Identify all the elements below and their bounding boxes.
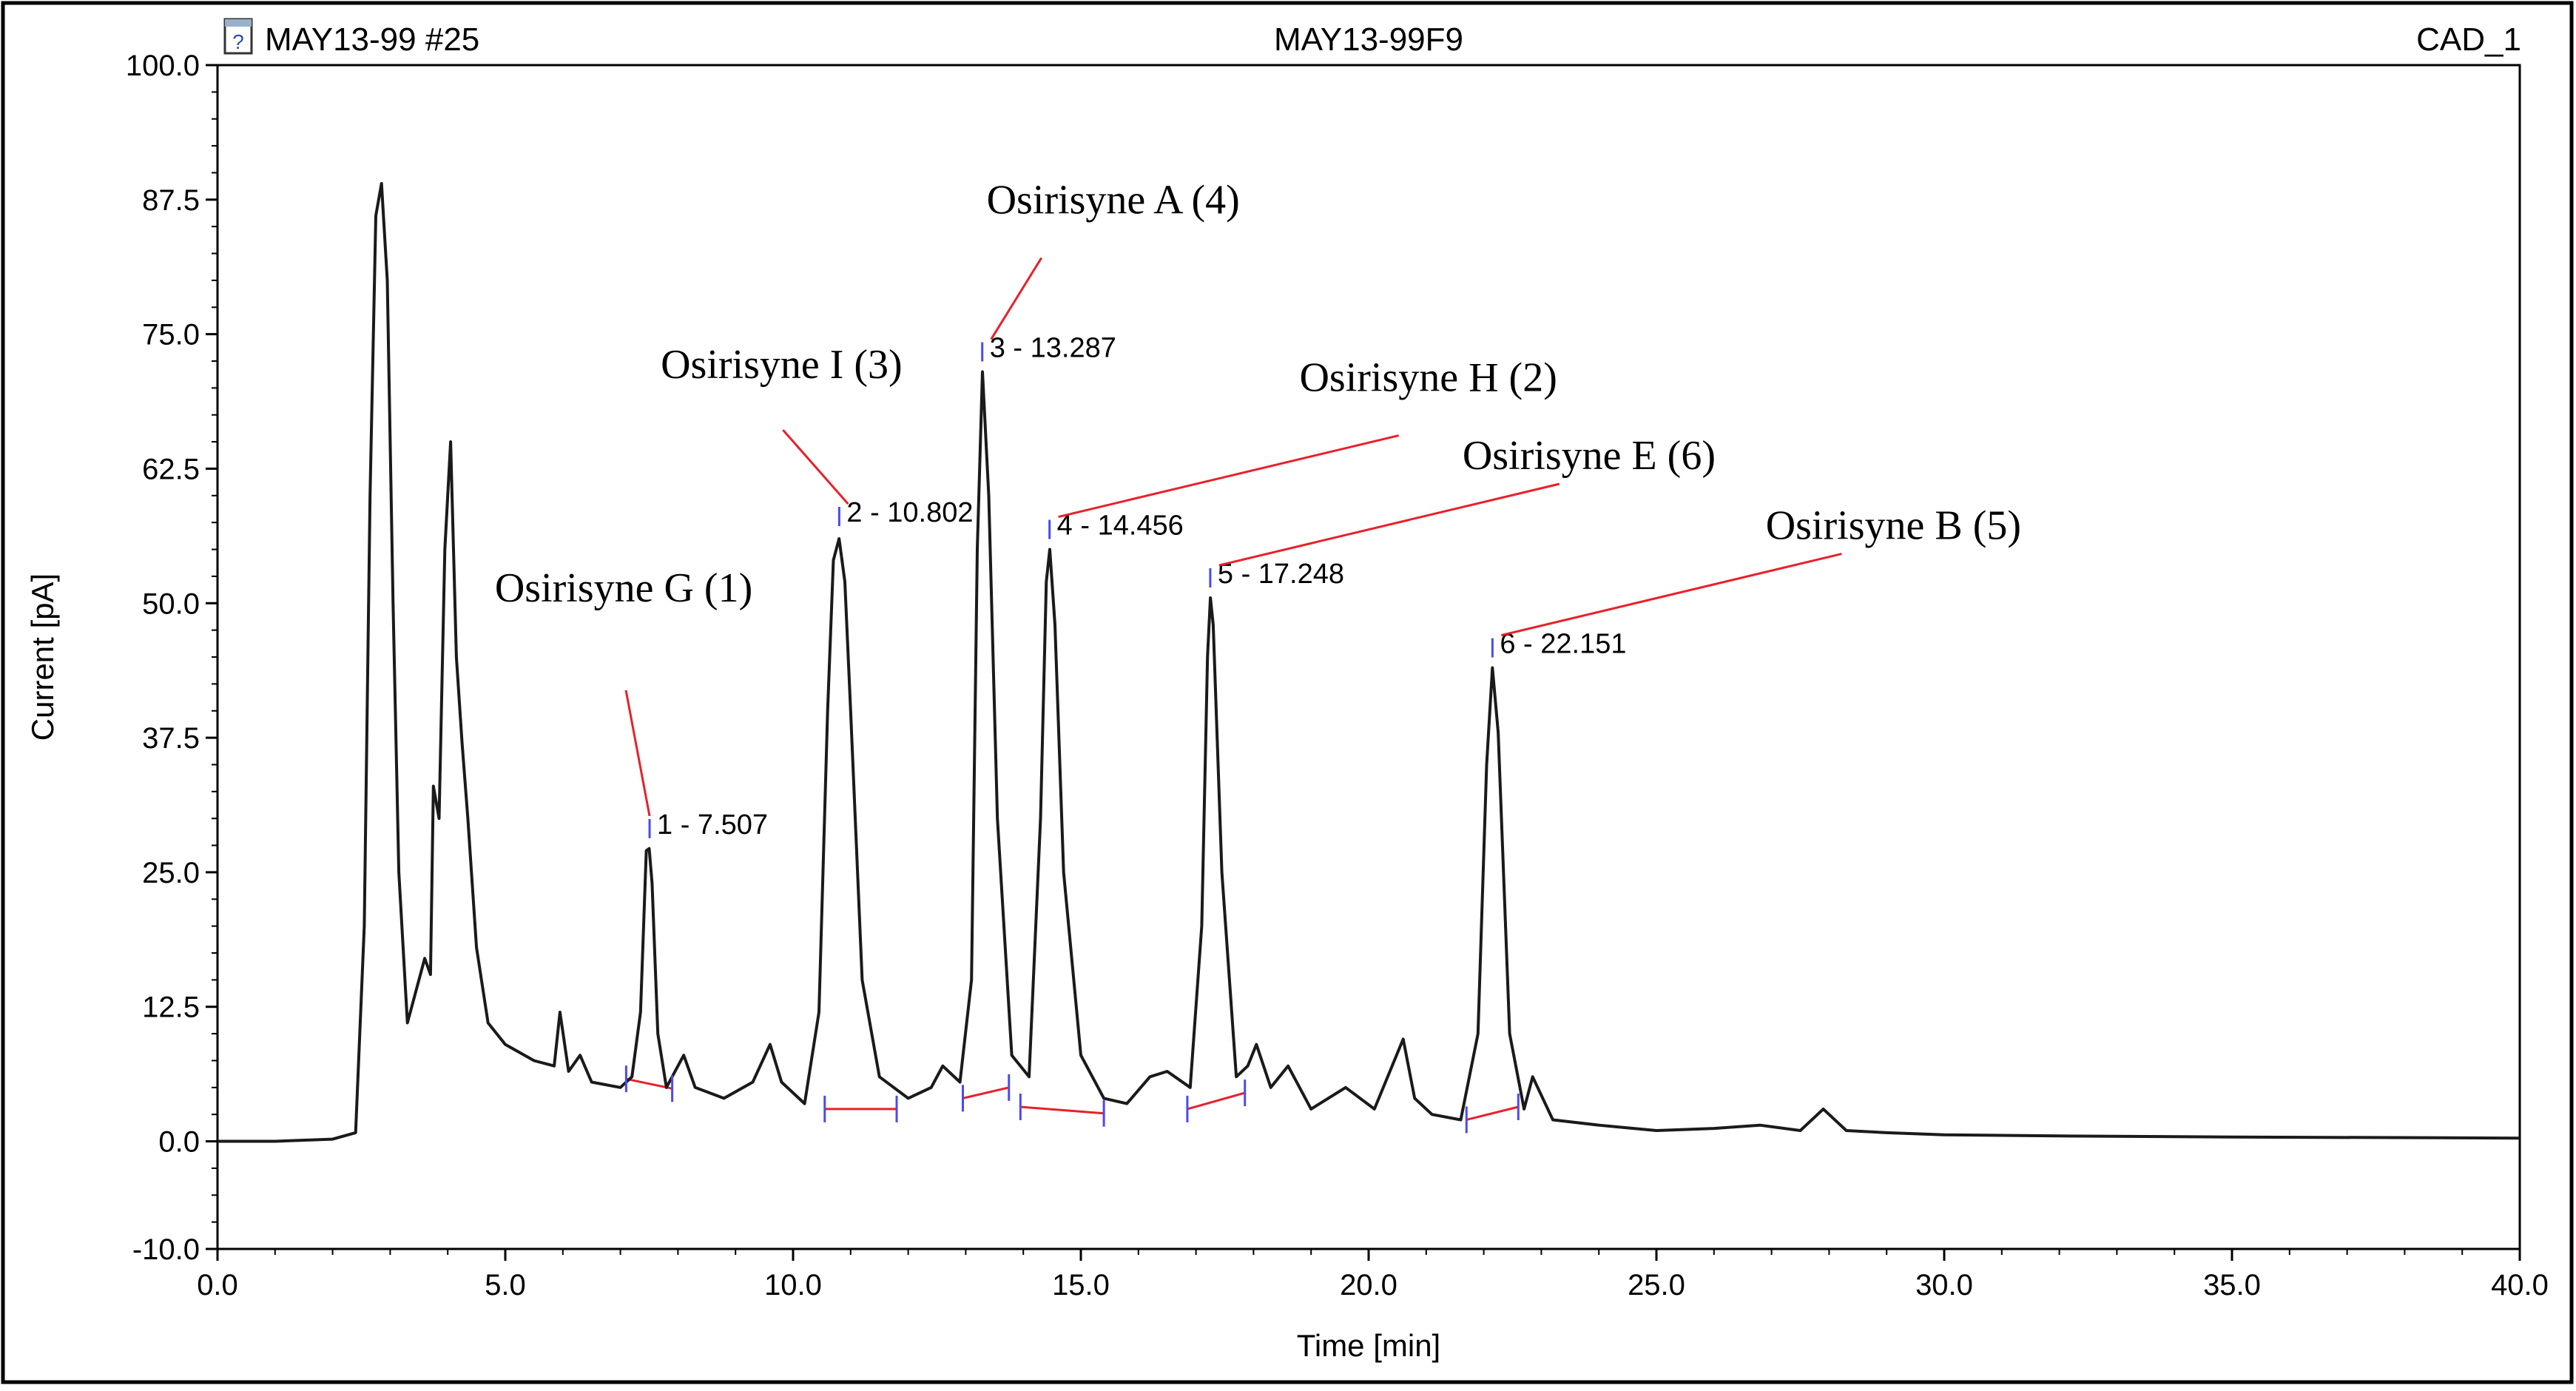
header-channel-name: CAD_1 <box>2416 21 2521 58</box>
axes-group: -10.00.012.525.037.550.062.575.087.5100.… <box>126 50 2549 1301</box>
peak-baseline <box>626 1077 672 1090</box>
y-tick-label: 0.0 <box>158 1126 200 1159</box>
peak-label: 2 - 10.802 <box>846 497 973 528</box>
x-tick-label: 40.0 <box>2491 1269 2549 1301</box>
callout-leader-line <box>1058 434 1400 519</box>
peak-label: 4 - 14.456 <box>1057 511 1184 542</box>
x-tick-label: 5.0 <box>485 1269 526 1301</box>
y-tick-label: 62.5 <box>142 453 200 485</box>
y-tick-label: 50.0 <box>142 587 200 620</box>
y-tick-label: 37.5 <box>142 722 200 755</box>
y-axis-label: Current [pA] <box>25 573 60 741</box>
compound-callout-label: Osirisyne E (6) <box>1463 433 1716 479</box>
compound-callout-label: Osirisyne I (3) <box>661 342 903 388</box>
compound-callout-label: Osirisyne G (1) <box>495 565 752 611</box>
x-tick-label: 30.0 <box>1915 1269 1973 1301</box>
peak-baseline <box>962 1086 1010 1099</box>
peak-baseline <box>1020 1105 1105 1115</box>
callout-leader-line <box>1218 482 1560 567</box>
compound-callout-label: Osirisyne H (2) <box>1299 355 1557 401</box>
peak-label: 6 - 22.151 <box>1500 629 1626 660</box>
y-tick-label: 100.0 <box>126 50 200 82</box>
peak-baseline <box>1187 1091 1246 1111</box>
y-tick-label: -10.0 <box>132 1233 200 1266</box>
x-tick-label: 10.0 <box>764 1269 822 1301</box>
compound-callout-label: Osirisyne B (5) <box>1766 503 2021 549</box>
peak-label: 3 - 13.287 <box>990 333 1116 364</box>
header-sample-name: MAY13-99 #25 <box>265 21 479 58</box>
x-tick-label: 35.0 <box>2203 1269 2261 1301</box>
x-tick-label: 25.0 <box>1628 1269 1685 1301</box>
plot-area-frame <box>216 64 2521 1250</box>
x-tick-label: 15.0 <box>1052 1269 1110 1301</box>
x-tick-label: 20.0 <box>1340 1269 1397 1301</box>
peak-markers: 1 - 7.507 2 - 10.802 3 - 13.287 4 - 14.456 5… <box>624 333 1626 1134</box>
header-sequence-name: MAY13-99F9 <box>1274 21 1463 58</box>
y-tick-label: 12.5 <box>142 991 200 1024</box>
y-tick-label: 25.0 <box>142 857 200 889</box>
peak-baselines <box>626 1077 1519 1121</box>
callout-leader-line <box>624 690 651 817</box>
y-tick-label: 87.5 <box>142 184 200 217</box>
peak-baseline <box>1466 1105 1519 1121</box>
svg-text:?: ? <box>232 30 244 53</box>
y-tick-label: 75.0 <box>142 319 200 351</box>
peak-label: 5 - 17.248 <box>1218 559 1344 590</box>
chromatogram-trace <box>218 182 2521 1143</box>
callout-leader-line <box>782 429 849 505</box>
x-axis-label: Time [min] <box>1297 1328 1440 1363</box>
callout-leader-line <box>990 257 1043 340</box>
x-tick-label: 0.0 <box>197 1269 238 1301</box>
callout-leader-line <box>1500 553 1842 637</box>
peak-label: 1 - 7.507 <box>657 809 768 841</box>
peak-callouts: Osirisyne G (1) Osirisyne I (3) Osirisyne … <box>495 178 2021 817</box>
header-file-icon: ? <box>223 18 253 55</box>
compound-callout-label: Osirisyne A (4) <box>987 178 1240 223</box>
